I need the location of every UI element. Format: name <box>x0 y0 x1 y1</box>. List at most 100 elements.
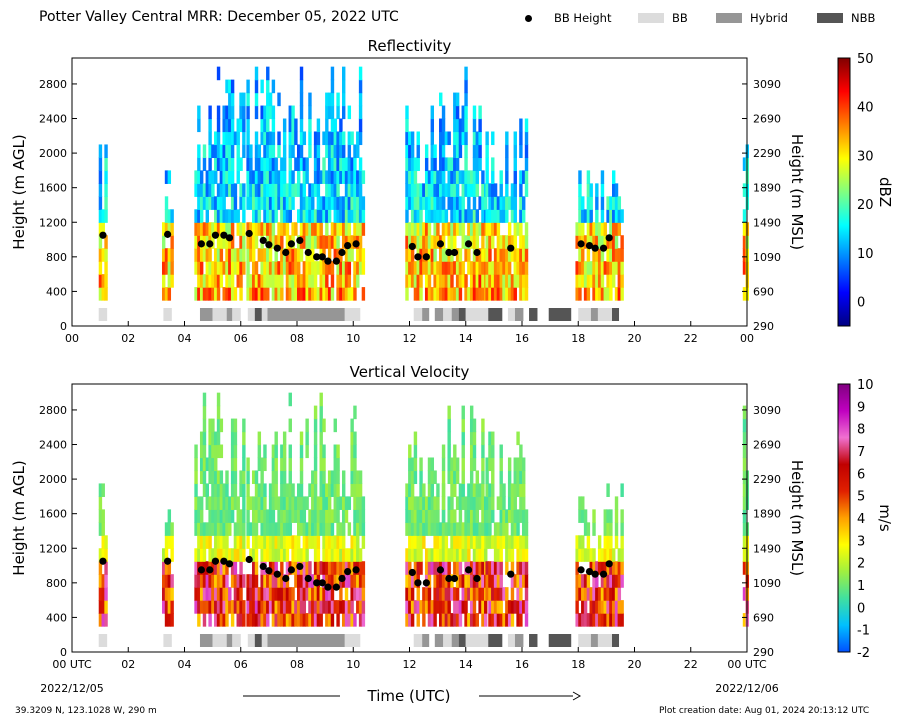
heatmap-cell <box>311 613 315 627</box>
bb-height-point <box>304 574 312 583</box>
heatmap-cell <box>230 431 235 446</box>
heatmap-cell <box>441 444 446 459</box>
heatmap-cell <box>230 118 235 133</box>
heatmap-cell <box>524 248 529 262</box>
heatmap-cell <box>271 522 276 536</box>
heatmap-cell <box>522 509 526 523</box>
heatmap-cell <box>327 92 332 107</box>
heatmap-cell <box>319 418 323 433</box>
heatmap-cell <box>586 274 591 288</box>
heatmap-cell <box>249 170 253 184</box>
heatmap-cell <box>299 157 304 171</box>
heatmap-cell <box>356 587 360 601</box>
heatmap-cell <box>288 118 292 133</box>
heatmap-cell <box>319 261 323 275</box>
heatmap-cell <box>361 222 366 236</box>
heatmap-cell <box>467 587 471 601</box>
y-tick-label-right: 2290 <box>753 147 781 160</box>
heatmap-cell <box>513 209 517 223</box>
heatmap-cell <box>274 183 278 197</box>
heatmap-cell <box>327 248 332 262</box>
heatmap-cell <box>469 457 474 472</box>
heatmap-cell <box>228 131 232 146</box>
heatmap-cell <box>455 274 460 288</box>
heatmap-cell <box>614 574 619 588</box>
heatmap-cell <box>600 248 605 262</box>
heatmap-cell <box>491 170 495 184</box>
heatmap-cell <box>485 496 489 510</box>
heatmap-cell <box>216 66 221 81</box>
heatmap-cell <box>316 600 321 614</box>
heatmap-cell <box>436 509 440 523</box>
heatmap-cell <box>239 261 243 275</box>
heatmap-cell <box>302 157 307 171</box>
heatmap-cell <box>513 183 517 197</box>
heatmap-cell <box>413 548 418 562</box>
heatmap-cell <box>620 600 624 614</box>
heatmap-cell <box>455 131 460 146</box>
heatmap-cell <box>170 587 174 601</box>
heatmap-cell <box>288 444 292 459</box>
heatmap-cell <box>439 248 443 262</box>
heatmap-cell <box>205 587 210 601</box>
heatmap-cell <box>299 92 304 107</box>
heatmap-cell <box>339 118 343 133</box>
heatmap-cell <box>291 131 295 146</box>
heatmap-cell <box>447 418 451 433</box>
heatmap-cell <box>419 483 423 497</box>
heatmap-cell <box>239 600 243 614</box>
heatmap-cell <box>274 548 278 562</box>
bb-height-point <box>296 236 304 245</box>
heatmap-cell <box>439 183 443 197</box>
heatmap-cell <box>742 405 747 420</box>
heatmap-cell <box>612 196 616 210</box>
heatmap-cell <box>336 92 340 107</box>
heatmap-cell <box>499 613 503 627</box>
heatmap-cell <box>208 105 212 120</box>
heatmap-cell <box>583 600 588 614</box>
heatmap-cell <box>475 483 480 497</box>
heatmap-cell <box>205 496 210 510</box>
heatmap-cell <box>516 574 520 588</box>
heatmap-cell <box>597 600 602 614</box>
heatmap-cell <box>104 613 108 627</box>
heatmap-cell <box>519 196 523 210</box>
heatmap-cell <box>313 157 318 171</box>
heatmap-cell <box>216 287 221 301</box>
heatmap-cell <box>266 105 270 120</box>
heatmap-cell <box>313 509 318 523</box>
heatmap-cell <box>612 209 616 223</box>
heatmap-cell <box>222 170 226 184</box>
heatmap-cell <box>268 144 273 159</box>
heatmap-cell <box>211 496 215 510</box>
heatmap-cell <box>464 522 468 536</box>
heatmap-cell <box>311 209 315 223</box>
heatmap-cell <box>606 248 610 262</box>
heatmap-cell <box>313 613 318 627</box>
heatmap-cell <box>167 600 172 614</box>
heatmap-cell <box>302 600 307 614</box>
heatmap-cell <box>472 587 477 601</box>
heatmap-cell <box>208 287 212 301</box>
heatmap-cell <box>330 105 335 120</box>
heatmap-cell <box>291 496 295 510</box>
heatmap-cell <box>319 405 323 420</box>
heatmap-cell <box>478 287 482 301</box>
heatmap-cell <box>447 600 451 614</box>
heatmap-cell <box>197 183 201 197</box>
heatmap-cell <box>236 222 240 236</box>
x-tick-label: 20 <box>628 658 642 671</box>
heatmap-cell <box>603 600 607 614</box>
bb-height-point <box>220 557 228 565</box>
heatmap-cell <box>422 261 426 275</box>
heatmap-cell <box>211 235 215 249</box>
heatmap-cell <box>214 587 218 601</box>
heatmap-cell <box>581 209 585 223</box>
heatmap-cell <box>422 535 426 549</box>
heatmap-cell <box>519 574 523 588</box>
heatmap-cell <box>467 496 471 510</box>
heatmap-cell <box>424 170 429 184</box>
heatmap-cell <box>356 535 360 549</box>
heatmap-cell <box>162 235 166 249</box>
heatmap-cell <box>441 183 446 197</box>
